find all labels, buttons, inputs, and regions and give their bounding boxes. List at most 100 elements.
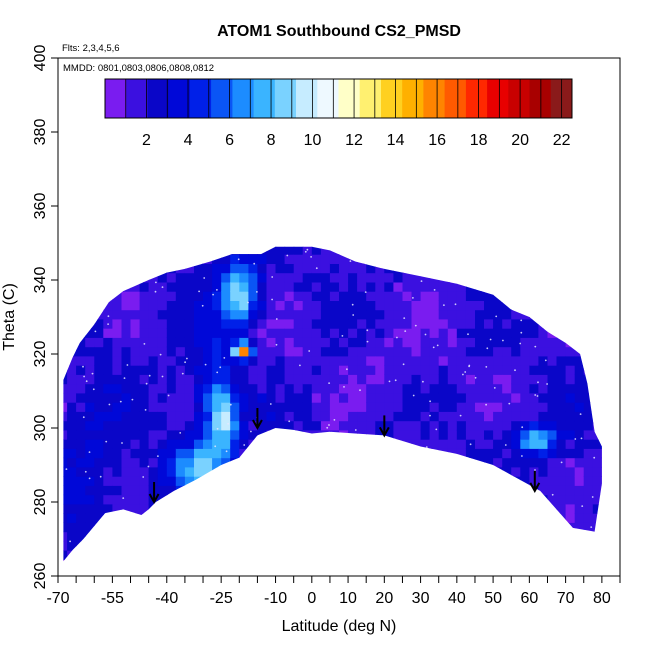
heatmap-cell — [194, 448, 204, 459]
gap-dot — [126, 364, 129, 366]
heatmap-cell — [203, 522, 213, 533]
heatmap-cell — [475, 346, 485, 357]
gap-dot — [73, 264, 75, 267]
heatmap-cell — [221, 383, 231, 394]
heatmap-cell — [103, 513, 113, 523]
heatmap-cell — [76, 402, 86, 412]
heatmap-cell — [85, 448, 95, 459]
heatmap-cell — [320, 254, 331, 264]
heatmap-cell — [194, 383, 204, 394]
heatmap-cell — [284, 457, 295, 468]
heatmap-cell — [63, 494, 68, 505]
heatmap-cell — [565, 522, 576, 533]
heatmap-cell — [447, 374, 458, 385]
heatmap-cell — [475, 374, 485, 385]
gap-dot — [65, 468, 68, 470]
heatmap-cell — [203, 263, 213, 274]
heatmap-cell — [130, 550, 141, 560]
heatmap-cell — [583, 476, 594, 486]
heatmap-cell — [284, 540, 295, 551]
gap-dot — [131, 398, 134, 401]
heatmap-cell — [547, 522, 558, 533]
heatmap-cell — [320, 531, 331, 542]
heatmap-cell — [203, 485, 213, 496]
heatmap-cell — [121, 411, 132, 422]
heatmap-cell — [275, 337, 286, 348]
heatmap-cell — [429, 494, 440, 505]
heatmap-cell — [493, 429, 503, 440]
heatmap-cell — [438, 494, 449, 505]
heatmap-cell — [375, 540, 385, 551]
heatmap-cell — [348, 559, 358, 562]
heatmap-cell — [547, 291, 558, 301]
heatmap-cell — [175, 254, 186, 264]
heatmap-cell — [375, 457, 385, 468]
heatmap-cell — [212, 291, 222, 301]
heatmap-cell — [538, 355, 549, 366]
heatmap-cell — [339, 550, 349, 560]
heatmap-cell — [257, 531, 268, 542]
gap-dot — [366, 329, 369, 332]
heatmap-cell — [221, 236, 231, 246]
heatmap-cell — [184, 337, 195, 348]
heatmap-cell — [348, 503, 358, 514]
heatmap-cell — [420, 448, 431, 459]
heatmap-cell — [538, 503, 549, 514]
heatmap-cell — [139, 448, 150, 459]
heatmap-cell — [67, 272, 77, 283]
heatmap-cell — [239, 254, 249, 264]
heatmap-cell — [248, 246, 259, 255]
heatmap-cell — [602, 411, 612, 421]
heatmap-cell — [248, 291, 259, 301]
heatmap-cell — [339, 236, 349, 246]
heatmap-cell — [275, 522, 286, 533]
heatmap-cell — [284, 559, 295, 562]
heatmap-cell — [275, 309, 286, 320]
heatmap-cell — [393, 439, 404, 449]
gap-dot — [143, 343, 146, 345]
heatmap-cell — [275, 494, 286, 505]
heatmap-cell — [375, 476, 385, 486]
heatmap-cell — [194, 559, 204, 562]
colorbar-segment — [253, 79, 276, 118]
heatmap-cell — [320, 374, 331, 385]
heatmap-cell — [520, 503, 530, 514]
heatmap-cell — [103, 263, 113, 274]
heatmap-cell — [175, 300, 186, 311]
heatmap-cell — [112, 392, 123, 403]
heatmap-cell — [339, 355, 349, 366]
heatmap-cell — [583, 355, 594, 366]
colorbar-tick-label: 18 — [470, 132, 488, 149]
heatmap-cell — [284, 476, 295, 486]
heatmap-cell — [538, 236, 548, 246]
gap-dot — [247, 301, 249, 304]
heatmap-cell — [157, 402, 168, 412]
heatmap-cell — [166, 494, 177, 505]
heatmap-cell — [166, 522, 177, 533]
heatmap-cell — [420, 439, 431, 449]
heatmap-cell — [393, 309, 404, 320]
heatmap-cell — [130, 476, 141, 486]
heatmap-cell — [366, 522, 376, 533]
heatmap-cell — [583, 402, 594, 412]
heatmap-cell — [556, 448, 567, 459]
heatmap-cell — [475, 402, 485, 412]
colorbar-segment — [423, 79, 446, 118]
heatmap-cell — [139, 383, 150, 394]
gap-dot — [250, 430, 252, 433]
heatmap-cell — [447, 281, 458, 292]
heatmap-cell — [275, 300, 286, 311]
heatmap-cell — [557, 236, 567, 246]
heatmap-cell — [248, 309, 259, 320]
heatmap-cell — [420, 374, 431, 385]
heatmap-cell — [447, 429, 458, 440]
gap-dot — [335, 479, 338, 481]
heatmap-cell — [112, 559, 123, 562]
heatmap-cell — [465, 392, 476, 403]
heatmap-cell — [493, 291, 503, 301]
heatmap-cell — [212, 374, 222, 385]
gap-dot — [198, 290, 201, 293]
heatmap-cell — [602, 393, 612, 403]
heatmap-cell — [339, 383, 349, 394]
heatmap-cell — [511, 365, 521, 375]
